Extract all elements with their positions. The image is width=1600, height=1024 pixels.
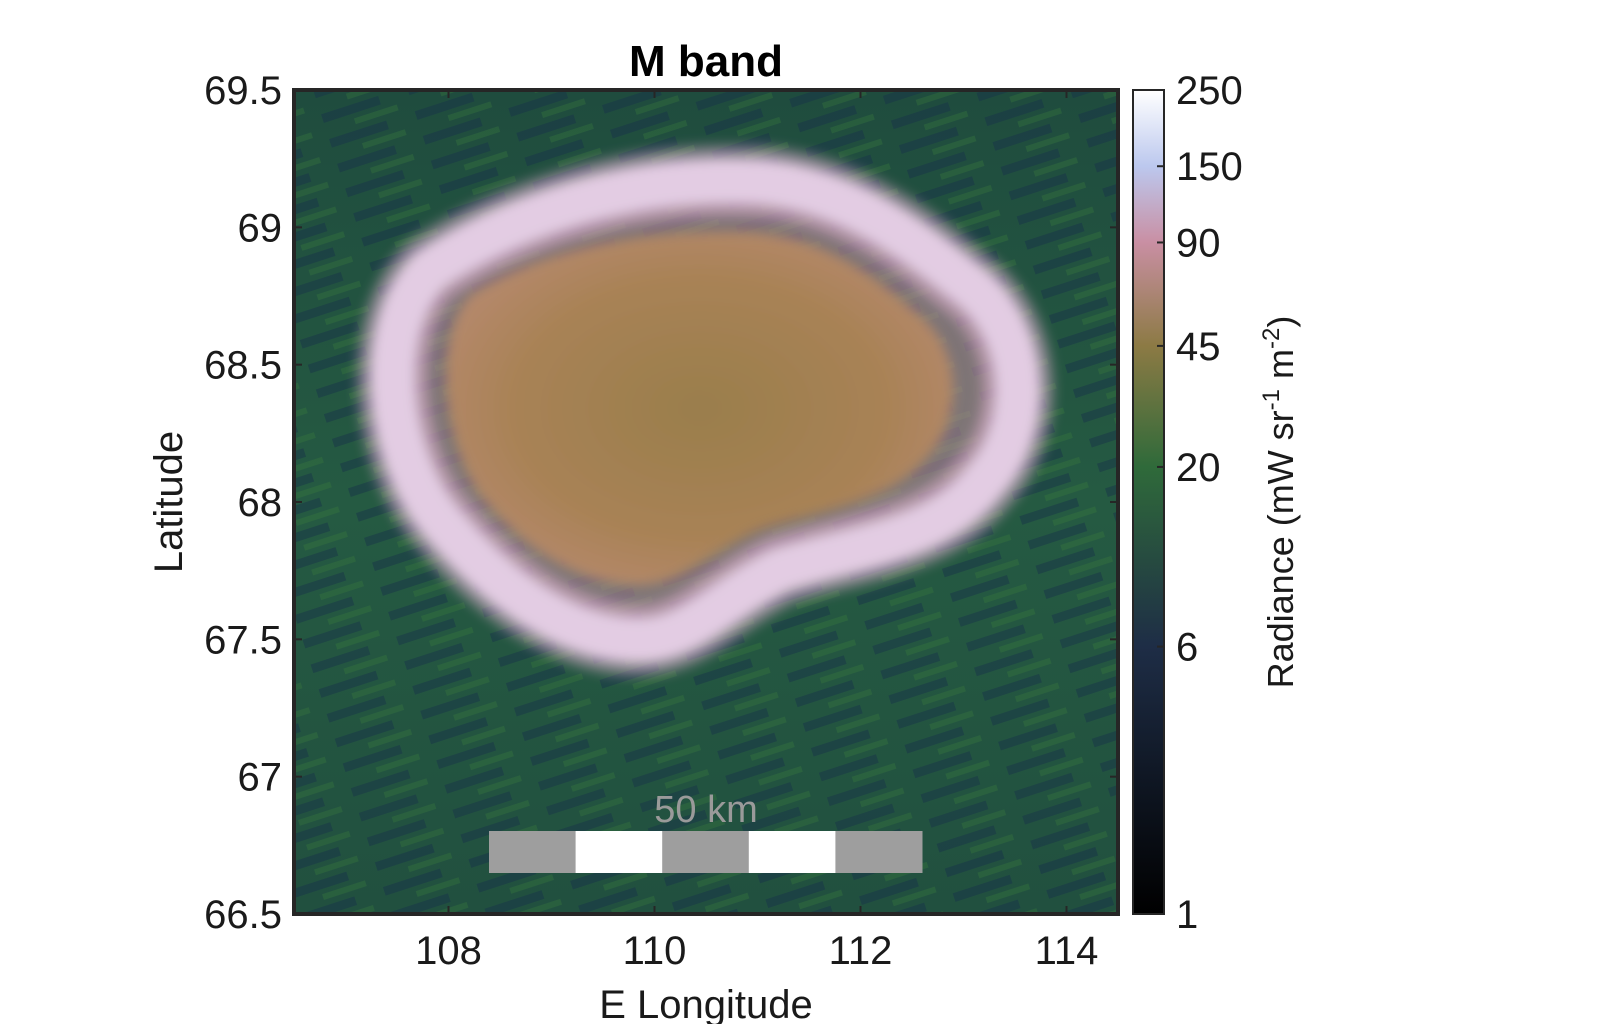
- y-tick-label: 67: [238, 756, 283, 800]
- scale-bar-segment: [835, 831, 923, 873]
- y-axis-title: Latitude: [147, 431, 191, 573]
- colorbar-tick-label: 90: [1176, 221, 1221, 265]
- y-tick-label: 68.5: [204, 344, 282, 388]
- x-tick-label: 112: [829, 929, 893, 973]
- x-axis-title: E Longitude: [599, 983, 813, 1024]
- y-axis: 66.5 67 67.5 68 68.5 69 69.5: [204, 69, 1118, 937]
- scale-bar-segment: [748, 831, 836, 873]
- colorbar-tick-label: 20: [1176, 446, 1221, 490]
- scale-bar-segment: [662, 831, 750, 873]
- colorbar-ticks: 1 6 20 45 90 150 250: [1157, 69, 1243, 937]
- colorbar-title: Radiance (mW sr-1 m-2): [1258, 316, 1301, 689]
- y-tick-label: 67.5: [204, 618, 282, 662]
- y-tick-label: 69: [238, 206, 283, 250]
- chart-title: M band: [629, 37, 783, 86]
- x-tick-label: 110: [623, 929, 687, 973]
- colorbar-tick-label: 45: [1176, 325, 1221, 369]
- scale-bar: [489, 831, 923, 873]
- y-tick-label: 66.5: [204, 893, 282, 937]
- heatmap-image: [294, 90, 1118, 914]
- colorbar: [1132, 89, 1165, 915]
- scale-bar-label: 50 km: [654, 789, 757, 831]
- x-axis: 108 110 112 114: [415, 90, 1098, 973]
- x-tick-label: 114: [1035, 929, 1099, 973]
- x-tick-label: 108: [415, 929, 482, 973]
- y-tick-label: 68: [238, 481, 283, 525]
- colorbar-tick-label: 6: [1176, 626, 1198, 670]
- scale-bar-segment: [489, 831, 577, 873]
- colorbar-tick-label: 250: [1176, 69, 1243, 113]
- scale-bar-segment: [575, 831, 663, 873]
- colorbar-tick-label: 150: [1176, 145, 1243, 189]
- colorbar-tick-label: 1: [1176, 893, 1198, 937]
- y-tick-label: 69.5: [204, 69, 282, 113]
